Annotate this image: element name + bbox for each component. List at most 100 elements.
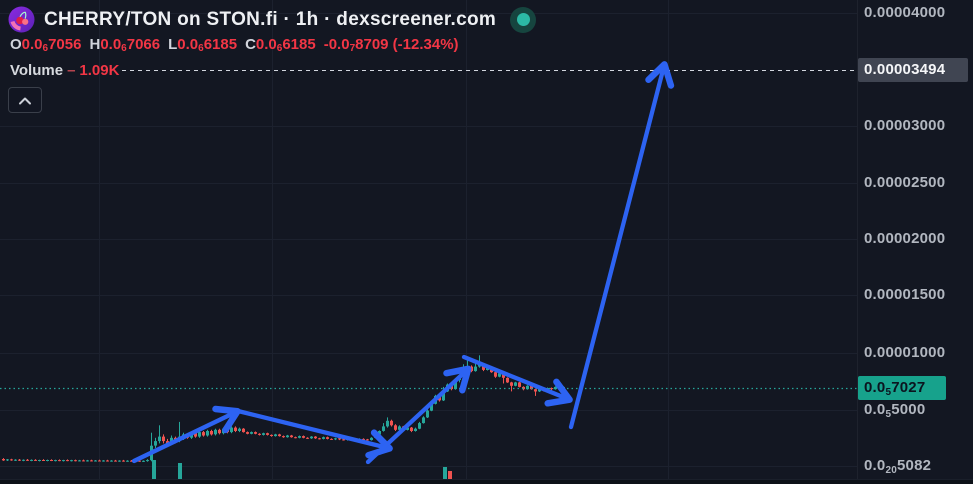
candle — [378, 430, 381, 435]
candle — [126, 460, 129, 462]
candle — [122, 459, 125, 462]
ohlc-segment: O — [10, 36, 22, 53]
ohlc-segment: 6185 — [282, 36, 316, 53]
candle — [30, 459, 33, 462]
trend-arrow[interactable] — [235, 408, 393, 459]
candle — [390, 419, 393, 427]
candle — [202, 431, 205, 437]
candle — [262, 432, 265, 436]
candle — [154, 437, 157, 448]
candle — [334, 437, 337, 441]
trend-arrow[interactable] — [461, 354, 573, 407]
candle — [530, 385, 533, 390]
ohlc-segment: 6 — [198, 43, 204, 54]
candle — [430, 402, 433, 412]
candle — [510, 381, 513, 392]
ohlc-segment: 0.0 — [177, 36, 199, 53]
candle — [314, 436, 317, 439]
ohlc-segment: L — [168, 36, 178, 53]
candle — [318, 437, 321, 440]
ohlc-segment: 6 — [42, 43, 49, 54]
volume-indicator: Volume –1.09K — [10, 62, 119, 79]
ohlc-segment: 0.0 — [21, 36, 43, 53]
candle — [254, 431, 257, 435]
candle — [298, 435, 301, 439]
ohlc-segment: 6 — [121, 43, 127, 54]
price-axis-label: 0.0205082 — [864, 457, 932, 476]
candle — [86, 459, 89, 462]
ohlc-segment: 0.0 — [255, 36, 277, 53]
ohlc-segment: 0.0 — [100, 36, 122, 53]
candle — [54, 459, 57, 462]
candle — [290, 434, 293, 438]
candle — [198, 431, 201, 438]
candle — [282, 435, 285, 438]
trend-arrow[interactable] — [568, 61, 675, 430]
candle — [226, 427, 229, 434]
volume-label: Volume — [10, 62, 64, 79]
chart-title-row: CHERRY/TON on STON.fi · 1h · dexscreener… — [8, 6, 537, 33]
candle — [398, 425, 401, 431]
price-axis[interactable]: 0.00004000 0.00003494 0.00003000 0.00002500… — [857, 0, 973, 484]
candle — [498, 372, 501, 378]
candle — [70, 459, 73, 462]
time-axis-strip[interactable] — [0, 479, 973, 484]
candle — [218, 428, 221, 435]
token-logo-icon — [8, 6, 35, 33]
candle — [78, 459, 81, 462]
candle — [302, 435, 305, 439]
candle — [342, 438, 345, 441]
candle — [2, 458, 5, 461]
candle — [14, 459, 17, 461]
candle — [82, 459, 85, 462]
candle — [74, 459, 77, 462]
candle — [266, 432, 269, 436]
candle — [118, 460, 121, 462]
chart-title: CHERRY/TON on STON.fi · 1h · dexscreener… — [44, 8, 497, 30]
trend-arrow[interactable] — [131, 405, 241, 464]
candle — [426, 409, 429, 418]
candle — [274, 433, 277, 437]
candle — [502, 372, 505, 384]
ohlc-segment: 8709 (-12.34%) — [355, 36, 459, 53]
volume-bar — [443, 467, 447, 484]
price-axis-label: 0.00002000 — [864, 230, 946, 247]
candle — [526, 385, 529, 390]
trend-arrow[interactable] — [365, 365, 472, 465]
candle — [310, 436, 313, 439]
candle — [26, 459, 29, 461]
candle — [230, 426, 233, 434]
candle — [406, 426, 409, 431]
candle — [170, 435, 173, 445]
candle — [50, 459, 53, 462]
candle — [110, 460, 113, 462]
candle — [94, 460, 97, 462]
candle — [238, 427, 241, 433]
candle — [394, 424, 397, 431]
candle — [66, 459, 69, 462]
candle — [10, 458, 13, 461]
price-axis-label: 0.00004000 — [864, 4, 946, 21]
alert-price-badge: 0.00003494 — [858, 58, 968, 82]
legend-collapse-button[interactable] — [8, 87, 42, 113]
volume-value: 1.09K — [79, 62, 120, 79]
candle — [62, 459, 65, 462]
candle — [470, 365, 473, 373]
candle — [286, 434, 289, 438]
candle — [370, 437, 373, 441]
ohlc-values: O0.067056 H0.067066 L0.066185 C0.066185 -0.0… — [10, 36, 459, 54]
price-axis-label: 0.00002500 — [864, 174, 946, 191]
candle — [106, 459, 109, 462]
candle — [46, 459, 49, 462]
ohlc-segment: 7 — [349, 43, 356, 54]
candle — [142, 460, 145, 462]
candle — [418, 421, 421, 430]
candle — [98, 459, 101, 462]
candle — [366, 438, 369, 441]
candle — [494, 371, 497, 378]
candle — [338, 437, 341, 441]
ohlc-segment: -0.0 — [323, 36, 350, 53]
candle — [58, 459, 61, 462]
candle — [374, 433, 377, 439]
